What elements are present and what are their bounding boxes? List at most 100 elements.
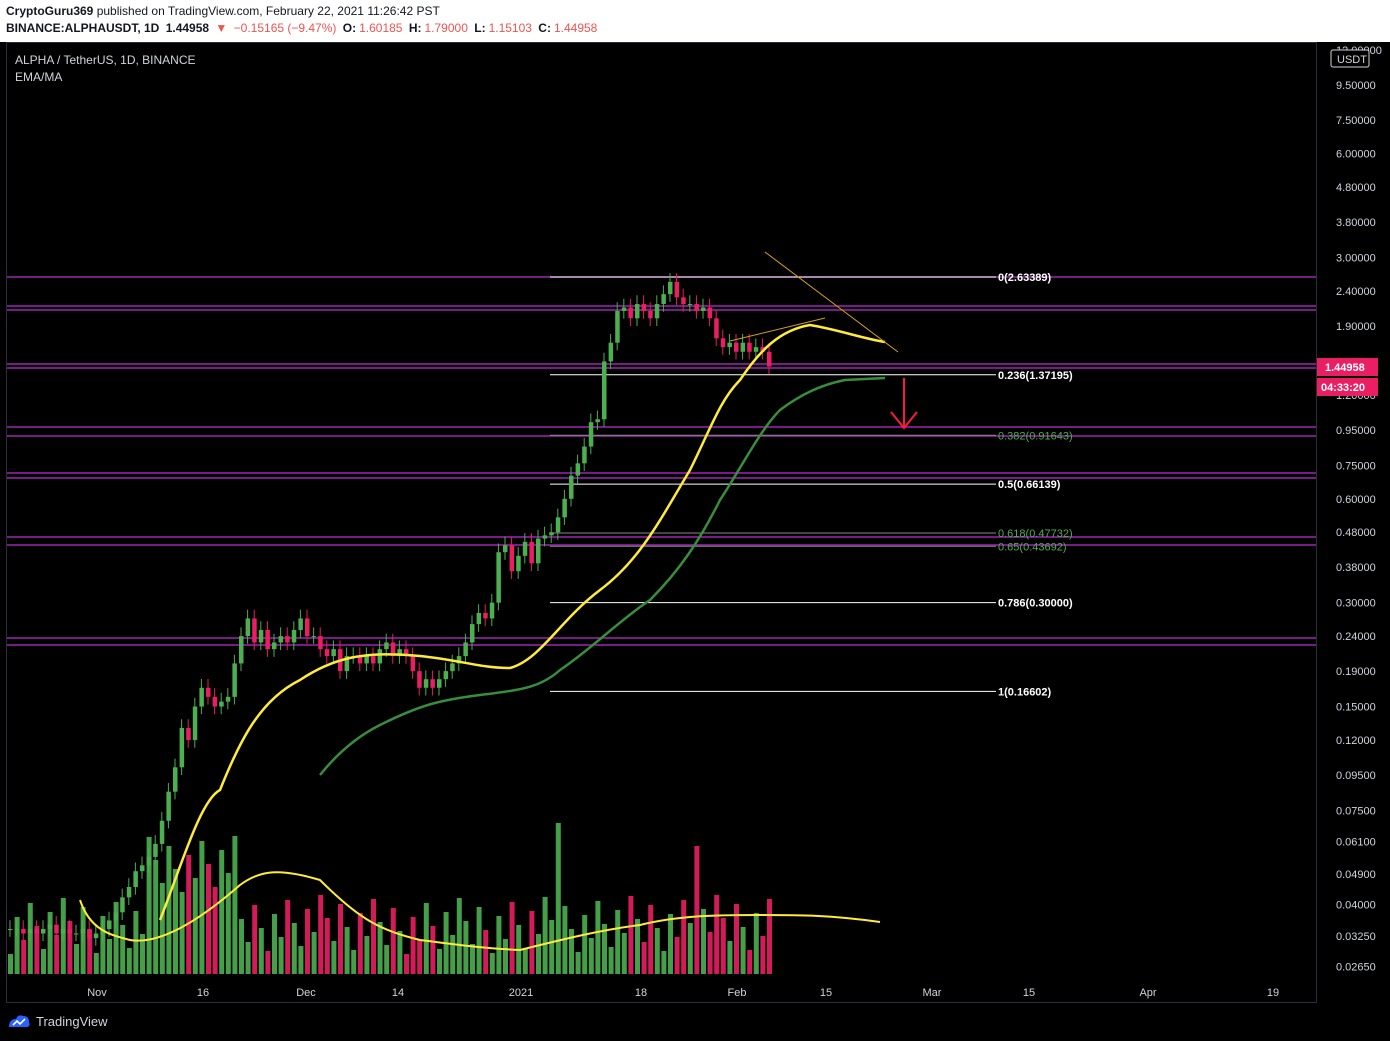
volume-bar [734,904,739,974]
candle-body [410,656,416,672]
time-tick: Apr [1139,987,1156,999]
close-value: 1.44958 [553,21,598,35]
time-tick: Nov [87,987,107,999]
volume-bar [179,892,185,974]
candle-body [549,532,554,536]
time-tick: 18 [635,987,647,999]
volume-bar [608,947,614,974]
volume-bar [747,950,753,974]
volume-bar [595,901,601,974]
volume-bar [113,902,119,974]
time-tick: 19 [1267,987,1279,999]
time-tick: 15 [1023,987,1035,999]
candle-body [687,304,693,306]
candle-body [635,304,640,319]
volume-bar [100,916,106,974]
tradingview-brand: TradingView [36,1013,108,1029]
candle-body [324,649,330,657]
volume-bar [54,935,60,974]
volume-bar [489,953,495,974]
tradingview-logo[interactable]: TradingView [7,1013,108,1029]
published-text: published on TradingView.com, February 2… [96,4,440,18]
candle-body [437,679,442,688]
candle-body [245,618,251,637]
volume-bar [126,948,132,974]
volume-bar [219,850,225,974]
publish-header: CryptoGuru369 published on TradingView.c… [0,0,1390,42]
candle-body [153,843,158,857]
price-tick: 6.00000 [1336,149,1376,161]
price-tick: 9.50000 [1336,80,1376,92]
candle-body [417,671,422,688]
chart-pane[interactable] [6,42,1317,1003]
volume-bar [423,903,429,974]
volume-bar [720,918,726,974]
volume-bar [641,942,647,974]
publish-info: CryptoGuru369 published on TradingView.c… [6,4,440,18]
volume-bar [232,836,238,974]
candle-body [727,342,732,348]
candle-body [67,929,72,934]
price-tick: 0.07500 [1336,805,1376,817]
volume-bar [93,953,99,974]
price-tick: 0.48000 [1336,527,1376,539]
countdown-badge [1317,378,1378,396]
volume-bar [311,932,317,974]
volume-bar [351,950,357,974]
candle-body [311,636,317,638]
volume-bar [206,864,211,974]
volume-bar [357,913,363,974]
candle-body [681,297,686,305]
price-tick: 0.24000 [1336,631,1376,643]
volume-bar [120,925,126,974]
last-price-text: 1.44958 [1325,362,1365,374]
candle-body [159,820,165,844]
volume-bar [753,913,759,974]
price-tick: 4.80000 [1336,182,1376,194]
volume-bar [87,930,93,974]
volume-bar [529,911,535,974]
volume-bar [588,938,594,974]
candle-body [357,656,363,664]
volume-bar [555,823,561,974]
candle-body [483,612,488,619]
candle-body [21,929,26,934]
volume-bar [569,929,574,974]
symbol-title: ALPHA / TetherUS, 1D, BINANCE [15,53,196,67]
candle-body [496,552,501,603]
fib-label: 0.236(1.37195) [998,370,1073,382]
candle-body [661,294,666,305]
price-tick: 0.15000 [1336,702,1376,714]
volume-bar [252,905,258,974]
fib-label: 0.382(0.91643) [998,430,1073,442]
symbol-ohlc-bar: BINANCE:ALPHAUSDT, 1D 1.44958 ▼ −0.15165… [6,21,600,35]
volume-bar [536,934,541,974]
volume-bar [318,895,324,974]
candle-body [278,636,284,643]
candle-body [654,304,660,319]
volume-bar [67,921,73,974]
candle-body [456,656,462,664]
candle-body [74,933,79,935]
candle-body [272,642,277,650]
volume-bar [522,948,528,974]
volume-bar [60,898,66,974]
volume-bar [384,945,390,974]
price-tick: 0.02650 [1336,961,1376,973]
candle-body [47,924,53,930]
indicator-label[interactable]: EMA/MA [15,70,63,84]
publisher-name[interactable]: CryptoGuru369 [6,4,94,18]
volume-bar [509,902,515,974]
fib-label: 0.5(0.66139) [998,479,1061,491]
candle-body [397,649,402,657]
volume-bar [107,939,112,974]
volume-bar [371,899,376,974]
candle-body [54,924,59,934]
candle-body [265,629,270,650]
chart-legend: ALPHA / TetherUS, 1D, BINANCE EMA/MA [15,52,196,86]
candle-body [80,929,86,934]
candle-body [694,304,699,311]
candle-body [608,342,614,362]
price-tick: 0.06100 [1336,836,1376,848]
